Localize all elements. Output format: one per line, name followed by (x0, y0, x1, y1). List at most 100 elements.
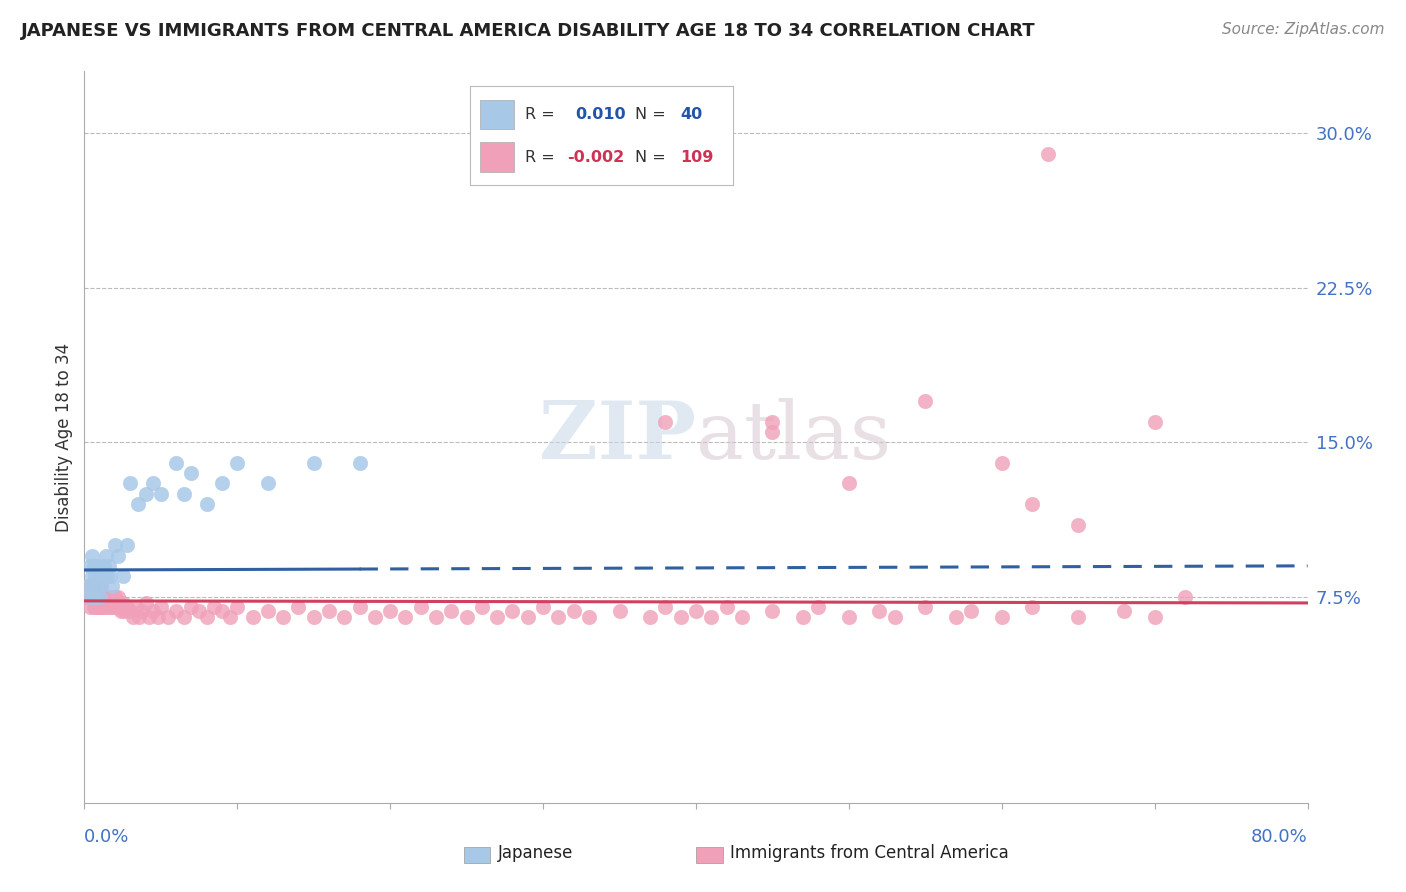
Point (111, 569, 134, 583)
Point (218, 610, 240, 624)
Point (97, 558, 120, 573)
Point (914, 394, 936, 409)
Point (84, 579, 107, 593)
Text: 80.0%: 80.0% (1251, 828, 1308, 846)
Point (180, 600, 202, 615)
Point (180, 466, 202, 480)
Point (869, 604, 891, 618)
Point (90, 590, 112, 604)
Point (211, 476, 233, 491)
Point (531, 600, 554, 615)
Point (349, 456, 371, 470)
Point (883, 610, 905, 624)
Point (654, 600, 676, 615)
Point (945, 610, 967, 624)
Point (838, 610, 860, 624)
Point (83, 579, 105, 593)
Point (669, 610, 692, 624)
Point (80, 579, 103, 593)
Point (394, 610, 416, 624)
Point (93, 600, 115, 615)
Point (1143, 415, 1166, 429)
Point (80, 590, 103, 604)
Point (731, 610, 754, 624)
Point (84, 600, 107, 615)
Point (654, 415, 676, 429)
Point (502, 604, 524, 618)
Text: Source: ZipAtlas.com: Source: ZipAtlas.com (1222, 22, 1385, 37)
Point (96, 569, 118, 583)
Point (425, 610, 447, 624)
Point (257, 604, 280, 618)
Point (86, 590, 108, 604)
Point (318, 604, 340, 618)
Point (115, 538, 138, 552)
Point (173, 610, 195, 624)
Point (456, 610, 478, 624)
Point (914, 600, 936, 615)
Text: ZIP: ZIP (538, 398, 696, 476)
Point (83, 600, 105, 615)
Point (127, 497, 149, 511)
Point (1143, 610, 1166, 624)
Point (380, 604, 402, 618)
Point (89, 590, 111, 604)
Point (146, 610, 169, 624)
Point (761, 425, 783, 439)
Point (94, 590, 117, 604)
Point (838, 476, 860, 491)
Point (122, 610, 145, 624)
Point (103, 600, 125, 615)
Point (562, 604, 585, 618)
Point (105, 600, 128, 615)
Point (302, 610, 325, 624)
Text: JAPANESE VS IMMIGRANTS FROM CENTRAL AMERICA DISABILITY AGE 18 TO 34 CORRELATION : JAPANESE VS IMMIGRANTS FROM CENTRAL AMER… (21, 22, 1036, 40)
Point (242, 610, 264, 624)
Point (761, 604, 783, 618)
Point (638, 610, 661, 624)
Point (125, 600, 148, 615)
Point (716, 600, 738, 615)
Point (1021, 600, 1043, 615)
Point (991, 610, 1014, 624)
Point (440, 604, 463, 618)
Point (135, 487, 157, 501)
Point (111, 596, 134, 610)
Point (257, 476, 280, 491)
Point (349, 600, 371, 615)
Point (83, 590, 105, 604)
Point (76, 579, 98, 593)
Bar (464, 847, 491, 863)
Point (93, 590, 115, 604)
Point (108, 600, 131, 615)
Point (79, 558, 101, 573)
Point (89, 579, 111, 593)
Point (1036, 146, 1059, 161)
Point (226, 456, 249, 470)
Point (131, 604, 153, 618)
Point (302, 456, 325, 470)
Point (87, 600, 110, 615)
Point (91, 590, 114, 604)
Point (76, 590, 98, 604)
Point (110, 604, 132, 618)
Point (287, 600, 309, 615)
Text: Japanese: Japanese (498, 844, 574, 862)
Text: 0.0%: 0.0% (84, 828, 129, 846)
Point (120, 476, 142, 491)
Text: Immigrants from Central America: Immigrants from Central America (730, 844, 1010, 862)
Point (107, 549, 129, 563)
Point (165, 456, 187, 470)
Point (1174, 590, 1197, 604)
Point (761, 415, 783, 429)
Point (188, 604, 211, 618)
Point (960, 604, 983, 618)
Point (1067, 610, 1090, 624)
Point (149, 487, 172, 501)
Point (1114, 604, 1136, 618)
Point (807, 600, 830, 615)
Point (471, 600, 494, 615)
Point (83, 558, 105, 573)
Point (112, 604, 135, 618)
Point (94, 549, 117, 563)
